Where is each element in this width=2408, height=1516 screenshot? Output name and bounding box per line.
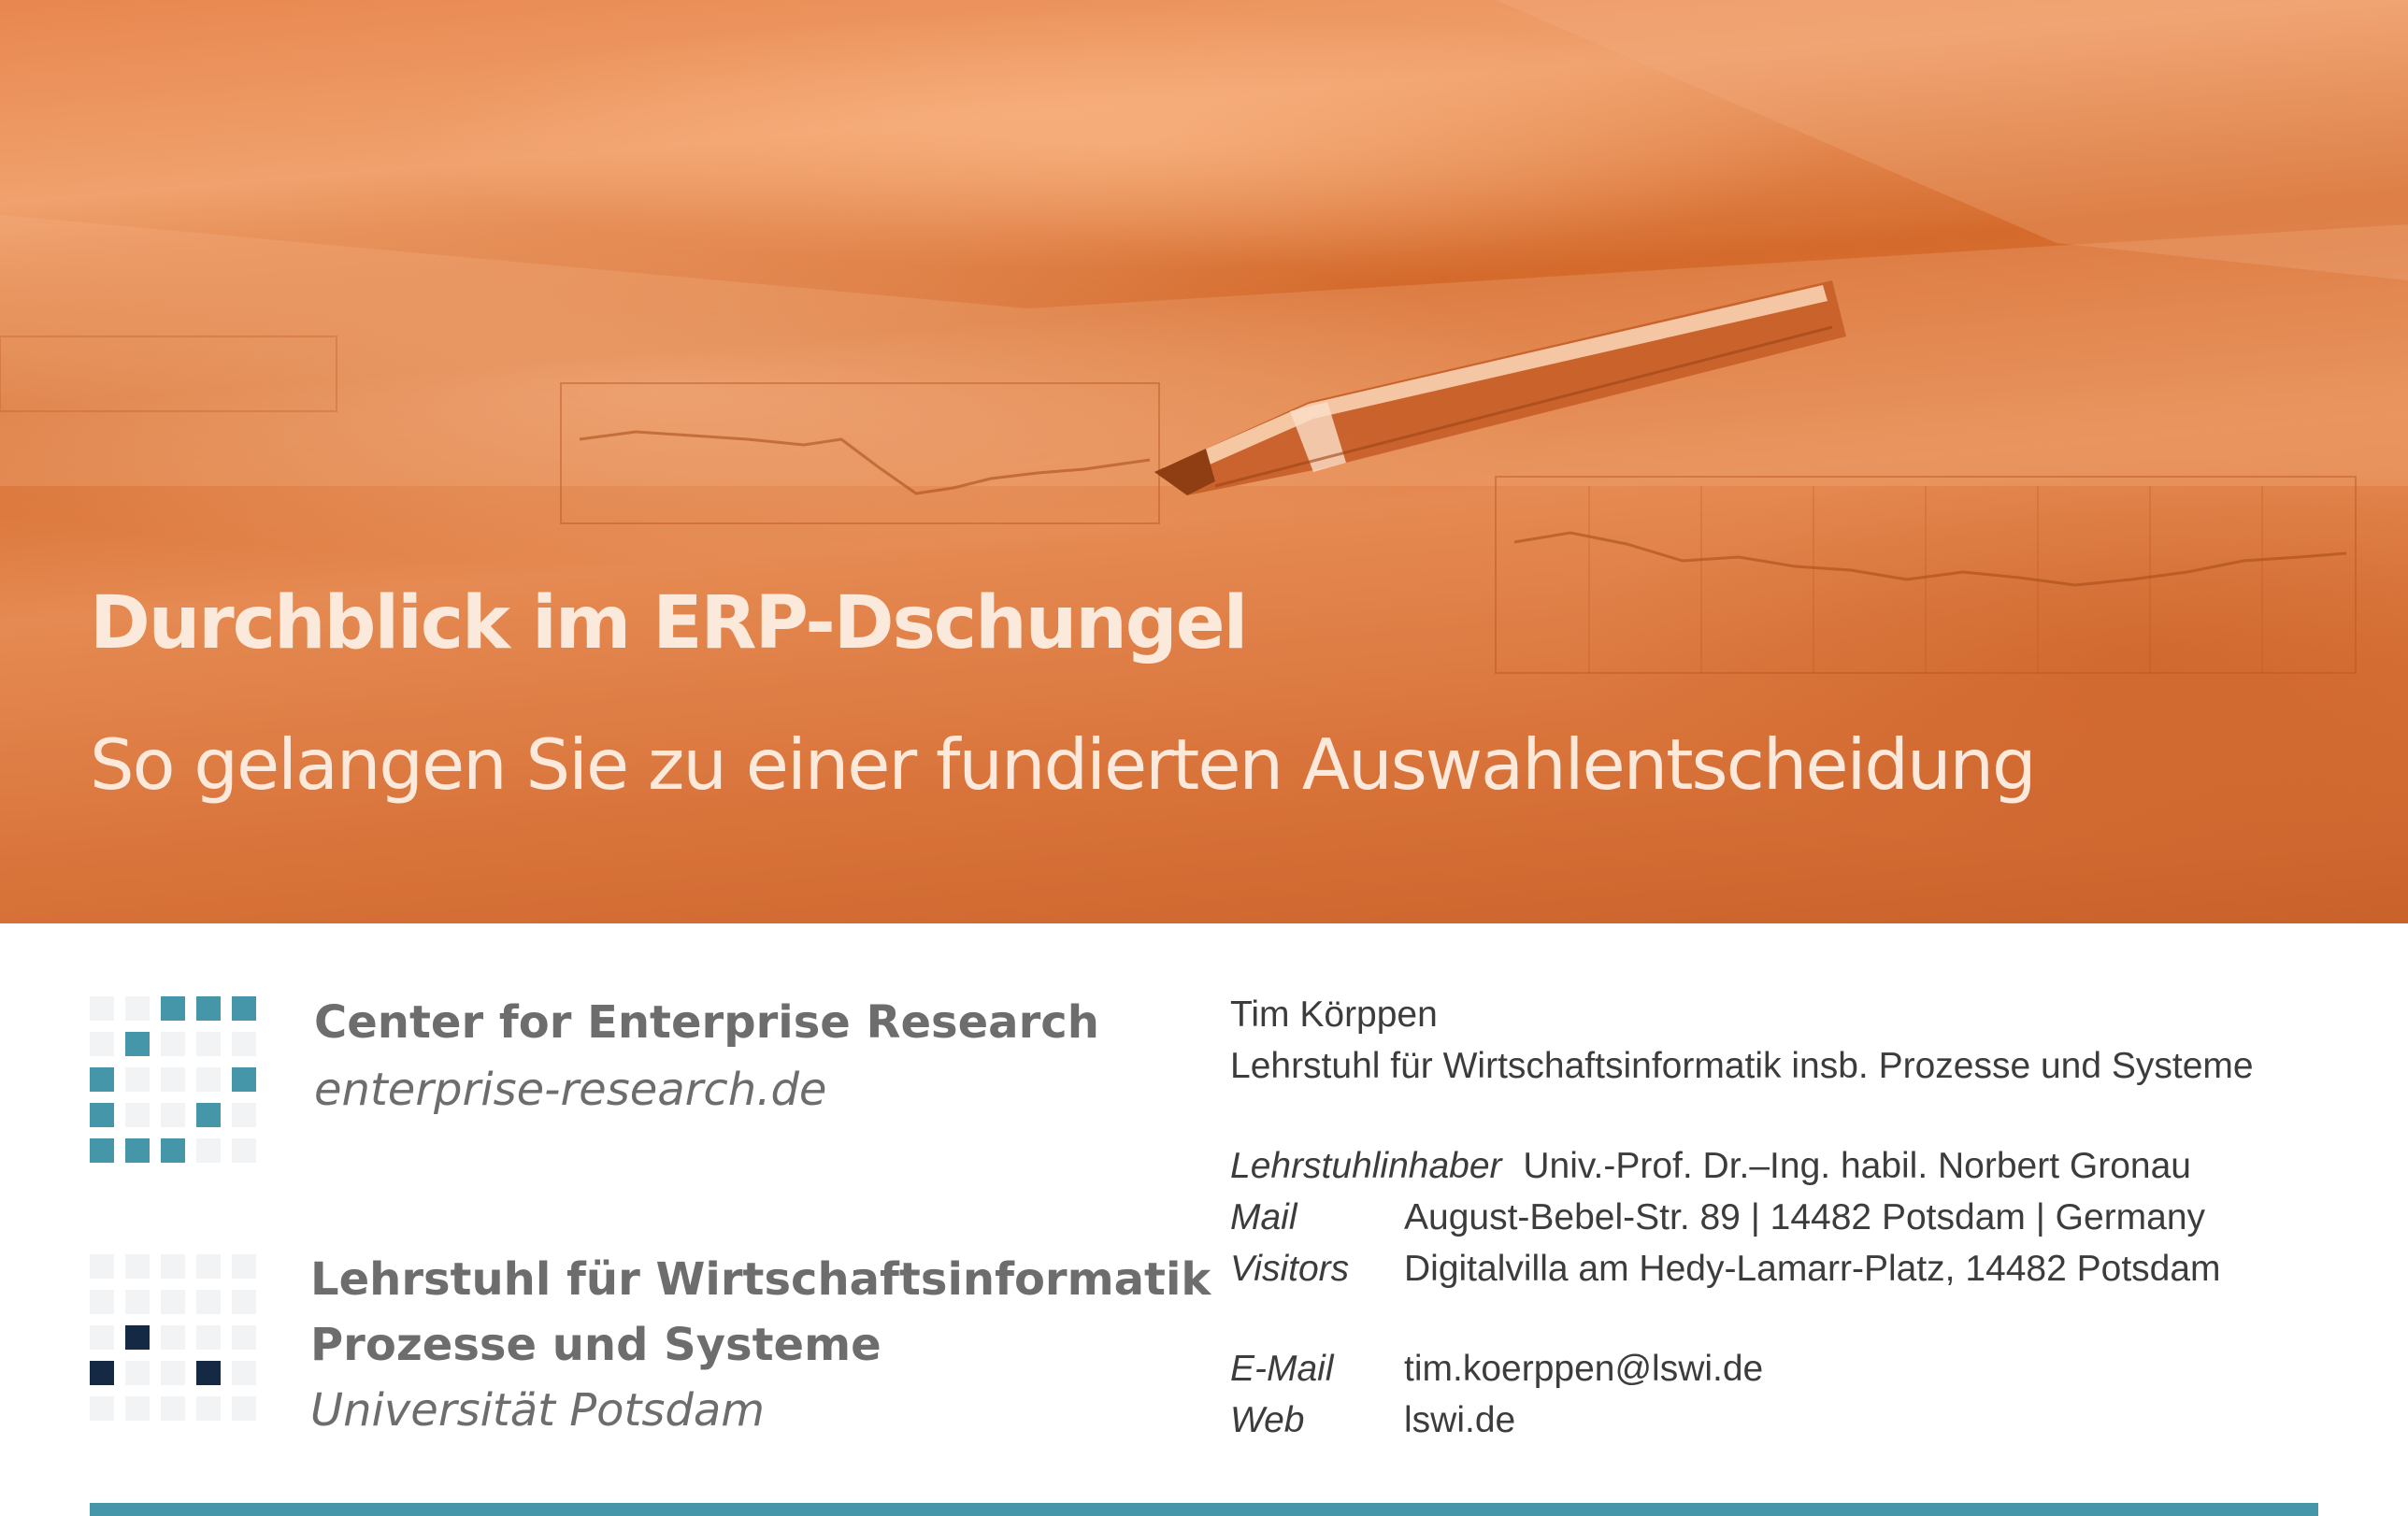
- web-row: Web lswi.de: [1230, 1394, 2254, 1446]
- page-title: Durchblick im ERP-Dschungel: [90, 581, 1248, 665]
- holder-value: Univ.-Prof. Dr.–Ing. habil. Norbert Gron…: [1523, 1146, 2191, 1186]
- lswi-line3: Universität Potsdam: [310, 1384, 765, 1437]
- lswi-logo-icon: [90, 1254, 267, 1432]
- lswi-line1: Lehrstuhl für Wirtschaftsinformatik: [310, 1253, 1211, 1306]
- pen-graphic: [1154, 280, 1846, 495]
- cer-url[interactable]: enterprise-research.de: [314, 1064, 827, 1116]
- cer-block: Center for Enterprise Research enterpris…: [314, 989, 1099, 1123]
- email-label: E-Mail: [1230, 1349, 1334, 1389]
- contact-block: Tim Körppen Lehrstuhl für Wirtschaftsinf…: [1230, 989, 2254, 1446]
- page-subtitle: So gelangen Sie zu einer fundierten Ausw…: [90, 723, 2037, 806]
- contact-chair: Lehrstuhl für Wirtschaftsinformatik insb…: [1230, 1046, 2254, 1086]
- email-row: E-Mail tim.koerppen@lswi.de: [1230, 1343, 2254, 1394]
- holder-row: Lehrstuhlinhaber Univ.-Prof. Dr.–Ing. ha…: [1230, 1140, 2254, 1192]
- web-label: Web: [1230, 1400, 1305, 1440]
- visitors-value: Digitalvilla am Hedy-Lamarr-Platz, 14482…: [1404, 1249, 2221, 1289]
- hero-background-image: [0, 0, 2408, 674]
- mail-label: Mail: [1230, 1197, 1297, 1237]
- cer-logo-icon: [90, 996, 267, 1174]
- lswi-block: Lehrstuhl für Wirtschaftsinformatik Proz…: [310, 1247, 1211, 1443]
- visitors-label: Visitors: [1230, 1249, 1350, 1289]
- lswi-line2: Prozesse und Systeme: [310, 1319, 882, 1371]
- cer-name: Center for Enterprise Research: [314, 996, 1099, 1049]
- email-link[interactable]: tim.koerppen@lswi.de: [1404, 1349, 1764, 1389]
- hero-banner: Durchblick im ERP-Dschungel So gelangen …: [0, 0, 2408, 923]
- web-link[interactable]: lswi.de: [1404, 1400, 1516, 1440]
- bottom-divider: [90, 1503, 2318, 1516]
- contact-name: Tim Körppen: [1230, 994, 1438, 1035]
- holder-label: Lehrstuhlinhaber: [1230, 1146, 1502, 1186]
- mail-row: Mail August-Bebel-Str. 89 | 14482 Potsdam…: [1230, 1192, 2254, 1243]
- visitors-row: Visitors Digitalvilla am Hedy-Lamarr-Plat…: [1230, 1243, 2254, 1294]
- mail-value: August-Bebel-Str. 89 | 14482 Potsdam | G…: [1404, 1197, 2206, 1237]
